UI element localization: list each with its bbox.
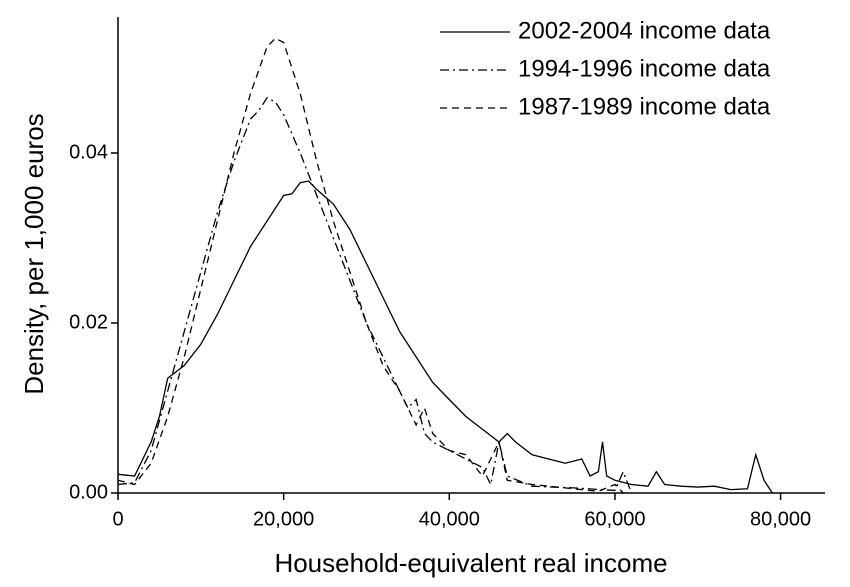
line-series	[117, 180, 773, 494]
y-tick-label: 0.02	[69, 311, 108, 333]
legend-label: 1994-1996 income data	[518, 55, 771, 82]
y-tick-label: 0.04	[69, 141, 108, 163]
x-tick-label: 80,000	[750, 508, 811, 530]
legend-label: 1987-1989 income data	[518, 93, 771, 120]
legend-label: 2002-2004 income data	[518, 17, 771, 44]
x-tick-label: 60,000	[584, 508, 645, 530]
x-tick-label: 0	[112, 508, 123, 530]
x-tick-label: 40,000	[419, 508, 480, 530]
x-tick-label: 20,000	[253, 508, 314, 530]
line-series	[117, 96, 633, 494]
y-tick-label: 0.00	[69, 481, 108, 503]
y-axis-label: Density, per 1,000 euros	[19, 113, 49, 394]
x-axis-label: Household-equivalent real income	[274, 548, 667, 578]
